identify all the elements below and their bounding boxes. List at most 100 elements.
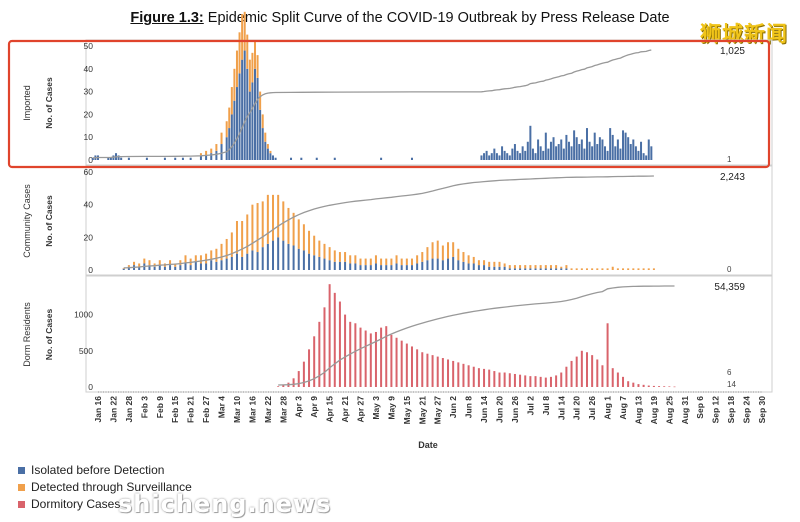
bar <box>374 263 377 270</box>
bar <box>251 250 254 270</box>
bar <box>323 258 326 270</box>
bar <box>220 243 223 261</box>
bar <box>447 258 450 270</box>
bar <box>313 336 316 387</box>
bar <box>405 265 408 270</box>
panel-frame-0 <box>85 39 773 166</box>
x-tick-label: Feb 21 <box>186 396 196 423</box>
bar <box>560 268 563 270</box>
bar <box>292 245 295 270</box>
bar <box>380 258 383 266</box>
bar <box>544 265 547 269</box>
bar <box>272 155 275 160</box>
bar <box>248 59 251 92</box>
bar <box>199 255 202 264</box>
bar <box>436 356 439 387</box>
bar <box>493 371 496 387</box>
bar <box>490 153 493 160</box>
bar <box>585 268 588 270</box>
bar <box>369 265 372 270</box>
bar <box>318 240 321 257</box>
bar <box>395 255 398 264</box>
bar <box>508 373 511 387</box>
bar <box>266 148 269 160</box>
bar <box>598 137 601 160</box>
bar <box>297 248 300 270</box>
bar <box>513 373 516 387</box>
bar <box>318 256 321 270</box>
bar <box>261 114 264 129</box>
x-tick-label: Jul 20 <box>572 396 582 420</box>
bar <box>611 266 614 270</box>
bar <box>374 255 377 264</box>
bar <box>109 157 112 160</box>
bar <box>555 268 558 270</box>
bar <box>619 148 622 160</box>
bar <box>228 128 231 160</box>
bar <box>645 155 648 160</box>
bar <box>169 260 172 266</box>
bar <box>526 141 529 160</box>
bar <box>614 146 617 160</box>
bar <box>668 386 671 388</box>
bar <box>282 240 285 270</box>
bar <box>259 91 262 110</box>
panel-frame-2 <box>85 275 773 393</box>
bar <box>380 327 383 387</box>
bar <box>297 219 300 249</box>
bar <box>472 263 475 270</box>
bar <box>634 146 637 160</box>
bar <box>642 153 645 160</box>
x-tick-label: Aug 7 <box>618 396 628 420</box>
bar <box>410 265 413 270</box>
bar <box>516 150 519 160</box>
bar <box>364 330 367 387</box>
bar <box>145 157 148 160</box>
x-tick-label: Jun 26 <box>510 396 520 423</box>
bar <box>601 268 604 270</box>
bar <box>400 340 403 387</box>
y-tick-label: 0 <box>88 265 93 275</box>
bar <box>457 260 460 270</box>
bar <box>539 265 542 269</box>
cumulative-curve <box>92 49 652 159</box>
bar <box>503 150 506 160</box>
bar <box>349 255 352 264</box>
bar <box>663 386 666 387</box>
panel-highlight-box <box>7 39 771 169</box>
bar <box>544 268 547 270</box>
bar <box>647 139 650 160</box>
bar <box>220 260 223 270</box>
legend-swatch-surveillance <box>18 484 25 491</box>
bar <box>632 139 635 160</box>
bar <box>333 261 336 270</box>
bar <box>591 268 594 270</box>
cumulative-curve <box>278 285 675 386</box>
bar <box>570 268 573 270</box>
panel-y-axis-label: No. of Cases <box>44 308 54 360</box>
bar <box>246 68 249 160</box>
bar <box>364 258 367 266</box>
end-value-label: 14 <box>727 380 736 389</box>
bar <box>472 366 475 387</box>
bar <box>256 252 259 270</box>
bar <box>629 144 632 160</box>
bar <box>158 265 161 270</box>
x-tick-label: Aug 1 <box>603 396 613 420</box>
bar <box>380 157 383 160</box>
y-tick-label: 1000 <box>74 310 93 320</box>
bar <box>127 265 130 267</box>
bar <box>529 265 532 269</box>
bar <box>323 243 326 259</box>
bar <box>549 268 552 270</box>
bar <box>511 148 514 160</box>
x-tick-label: Jun 2 <box>448 396 458 418</box>
bar <box>488 369 491 387</box>
bar <box>467 263 470 270</box>
x-tick-label: Jul 2 <box>525 396 535 416</box>
bar <box>189 265 192 270</box>
bar <box>658 386 661 387</box>
bar <box>544 377 547 387</box>
bar <box>235 87 238 160</box>
y-tick-label: 0 <box>88 382 93 392</box>
